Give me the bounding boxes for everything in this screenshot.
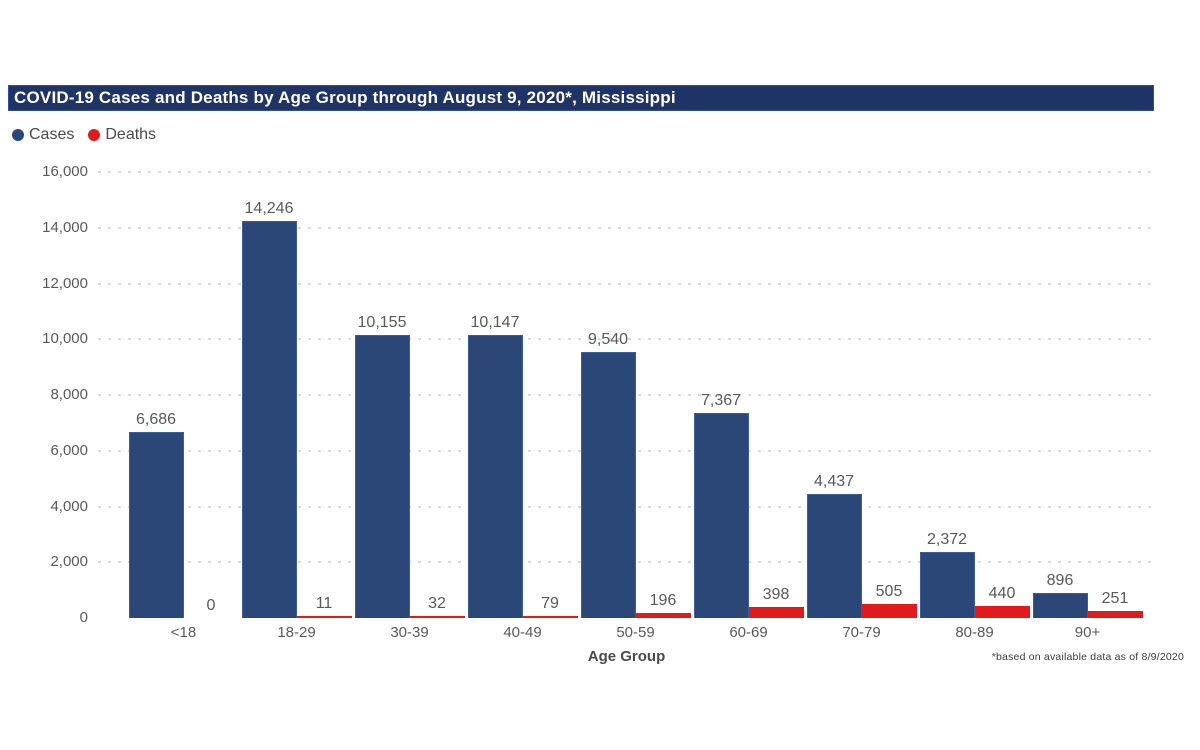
x-tick-label: 90+ bbox=[1074, 624, 1101, 641]
deaths-bar bbox=[522, 615, 578, 618]
bar-group: 10,147 79 bbox=[466, 172, 579, 618]
deaths-bar bbox=[635, 612, 691, 618]
y-tick-label: 12,000 bbox=[42, 274, 88, 292]
deaths-value-label: 79 bbox=[541, 594, 559, 612]
deaths-value-label: 398 bbox=[762, 585, 790, 603]
y-tick-label: 8,000 bbox=[50, 386, 88, 403]
cases-value-label: 896 bbox=[1046, 572, 1074, 590]
cases-bar bbox=[693, 412, 749, 618]
deaths-value-label: 0 bbox=[206, 597, 216, 614]
cases-bar bbox=[241, 220, 297, 618]
cases-value-label: 10,147 bbox=[470, 314, 520, 332]
cases-bar bbox=[354, 334, 410, 618]
cases-legend-dot-icon bbox=[12, 129, 24, 141]
legend-item-deaths: Deaths bbox=[88, 126, 156, 144]
cases-legend-label: Cases bbox=[29, 126, 75, 143]
cases-bar bbox=[580, 352, 636, 618]
chart-title-bar: COVID-19 Cases and Deaths by Age Group t… bbox=[8, 85, 1154, 111]
x-axis-labels: <18 18-29 30-39 40-49 50-59 60-69 70-79 80-89 90… bbox=[98, 624, 1155, 646]
x-tick-label: 80-89 bbox=[955, 624, 994, 641]
cases-bar bbox=[1032, 593, 1088, 618]
deaths-bar bbox=[296, 615, 352, 618]
cases-bar bbox=[128, 431, 184, 618]
deaths-value-label: 505 bbox=[875, 582, 903, 600]
deaths-value-label: 196 bbox=[649, 591, 677, 609]
cases-value-label: 6,686 bbox=[135, 410, 177, 428]
plot-area: 6,686 0 14,246 11 10,155 32 10,147 79 9,540 196 7,… bbox=[98, 171, 1155, 618]
bar-group: 7,367 398 bbox=[692, 172, 805, 618]
x-tick-label: <18 bbox=[170, 624, 197, 641]
x-tick-label: 60-69 bbox=[729, 624, 768, 641]
x-tick-label: 70-79 bbox=[842, 624, 881, 641]
cases-bar bbox=[919, 551, 975, 618]
bar-group: 6,686 0 bbox=[127, 172, 240, 618]
x-tick-label: 40-49 bbox=[503, 624, 542, 641]
y-tick-label: 14,000 bbox=[42, 218, 88, 236]
legend-item-cases: Cases bbox=[12, 126, 74, 144]
gridline bbox=[98, 226, 1155, 229]
deaths-bar bbox=[861, 603, 917, 618]
legend: Cases Deaths bbox=[12, 126, 156, 144]
y-tick-label: 4,000 bbox=[50, 497, 88, 515]
gridline bbox=[98, 282, 1155, 285]
y-tick-label: 0 bbox=[79, 609, 88, 626]
deaths-bar bbox=[1087, 611, 1143, 618]
deaths-legend-label: Deaths bbox=[105, 126, 157, 143]
bar-group: 10,155 32 bbox=[353, 172, 466, 618]
deaths-bar bbox=[409, 615, 465, 618]
x-tick-label: 18-29 bbox=[277, 624, 316, 641]
y-tick-label: 16,000 bbox=[42, 163, 88, 180]
cases-value-label: 4,437 bbox=[813, 473, 855, 491]
deaths-bar bbox=[748, 606, 804, 618]
gridline bbox=[98, 171, 1155, 173]
gridline bbox=[98, 338, 1155, 341]
deaths-value-label: 440 bbox=[988, 584, 1016, 602]
y-tick-label: 2,000 bbox=[50, 553, 88, 571]
deaths-value-label: 251 bbox=[1101, 590, 1129, 608]
y-tick-label: 6,000 bbox=[50, 441, 88, 459]
cases-value-label: 9,540 bbox=[587, 331, 629, 349]
cases-value-label: 10,155 bbox=[357, 313, 407, 331]
bar-group: 2,372 440 bbox=[918, 172, 1031, 618]
x-axis-title: Age Group bbox=[587, 648, 666, 665]
deaths-legend-dot-icon bbox=[88, 129, 101, 141]
footnote: *based on available data as of 8/9/2020 bbox=[991, 651, 1184, 663]
bar-group: 14,246 11 bbox=[240, 172, 353, 618]
x-tick-label: 50-59 bbox=[616, 624, 655, 641]
cases-value-label: 2,372 bbox=[926, 530, 968, 548]
deaths-value-label: 11 bbox=[315, 594, 333, 612]
cases-bar bbox=[806, 494, 862, 618]
cases-value-label: 7,367 bbox=[700, 391, 742, 409]
x-tick-label: 30-39 bbox=[390, 624, 429, 641]
chart-title: COVID-19 Cases and Deaths by Age Group t… bbox=[14, 88, 676, 107]
deaths-value-label: 32 bbox=[428, 594, 446, 612]
bar-group: 9,540 196 bbox=[579, 172, 692, 618]
cases-bar bbox=[467, 335, 523, 618]
deaths-bar bbox=[974, 605, 1030, 618]
cases-value-label: 14,246 bbox=[244, 199, 294, 217]
bar-group: 896 251 bbox=[1031, 172, 1144, 618]
bar-group: 4,437 505 bbox=[805, 172, 918, 618]
y-tick-label: 10,000 bbox=[42, 330, 88, 348]
y-axis-labels: 0 2,000 4,000 6,000 8,000 10,000 12,000 14,000 1… bbox=[0, 163, 88, 626]
